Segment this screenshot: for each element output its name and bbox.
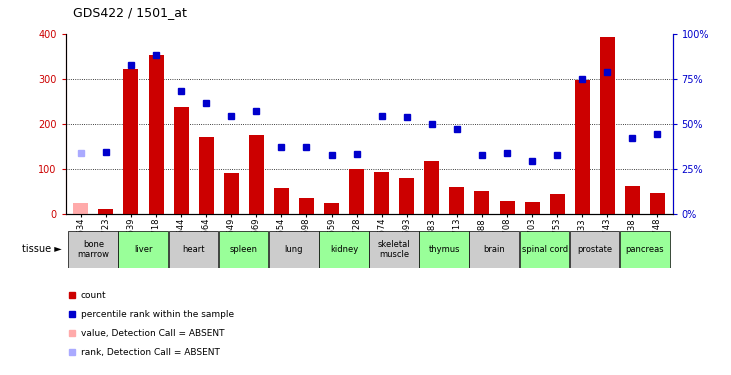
Bar — [349, 169, 364, 214]
Bar — [520, 231, 569, 268]
Bar — [424, 160, 439, 214]
Bar — [249, 135, 264, 214]
Text: spinal cord: spinal cord — [522, 245, 568, 254]
Bar — [575, 80, 590, 214]
Text: heart: heart — [183, 245, 205, 254]
Text: liver: liver — [135, 245, 153, 254]
Bar — [124, 69, 138, 214]
Bar — [600, 37, 615, 214]
Text: count: count — [81, 291, 107, 300]
Bar — [369, 231, 419, 268]
Bar — [269, 231, 319, 268]
Bar — [620, 231, 670, 268]
Bar — [650, 193, 665, 214]
Text: kidney: kidney — [330, 245, 358, 254]
Text: skeletal
muscle: skeletal muscle — [378, 240, 411, 259]
Bar — [148, 56, 164, 214]
Bar — [474, 191, 490, 214]
Text: thymus: thymus — [428, 245, 460, 254]
Text: pancreas: pancreas — [626, 245, 664, 254]
Text: rank, Detection Call = ABSENT: rank, Detection Call = ABSENT — [81, 348, 220, 357]
Bar — [374, 172, 389, 214]
Bar — [173, 106, 189, 214]
Text: percentile rank within the sample: percentile rank within the sample — [81, 310, 234, 319]
Text: bone
marrow: bone marrow — [77, 240, 110, 259]
Bar — [420, 231, 469, 268]
Bar — [625, 186, 640, 214]
Bar — [319, 231, 368, 268]
Bar — [68, 231, 118, 268]
Text: prostate: prostate — [577, 245, 613, 254]
Bar — [199, 137, 213, 214]
Bar — [525, 202, 539, 214]
Text: lung: lung — [284, 245, 303, 254]
Bar — [399, 178, 414, 214]
Text: tissue ►: tissue ► — [23, 244, 62, 254]
Bar — [274, 188, 289, 214]
Bar — [569, 231, 619, 268]
Bar — [469, 231, 519, 268]
Bar — [550, 194, 565, 214]
Bar — [99, 209, 113, 214]
Bar — [450, 187, 464, 214]
Bar — [224, 173, 239, 214]
Bar — [219, 231, 268, 268]
Bar — [73, 202, 88, 214]
Text: spleen: spleen — [230, 245, 258, 254]
Bar — [324, 202, 339, 214]
Bar — [299, 198, 314, 214]
Text: value, Detection Call = ABSENT: value, Detection Call = ABSENT — [81, 329, 224, 338]
Text: GDS422 / 1501_at: GDS422 / 1501_at — [73, 6, 187, 19]
Bar — [118, 231, 168, 268]
Text: brain: brain — [484, 245, 505, 254]
Bar — [169, 231, 219, 268]
Bar — [499, 201, 515, 214]
